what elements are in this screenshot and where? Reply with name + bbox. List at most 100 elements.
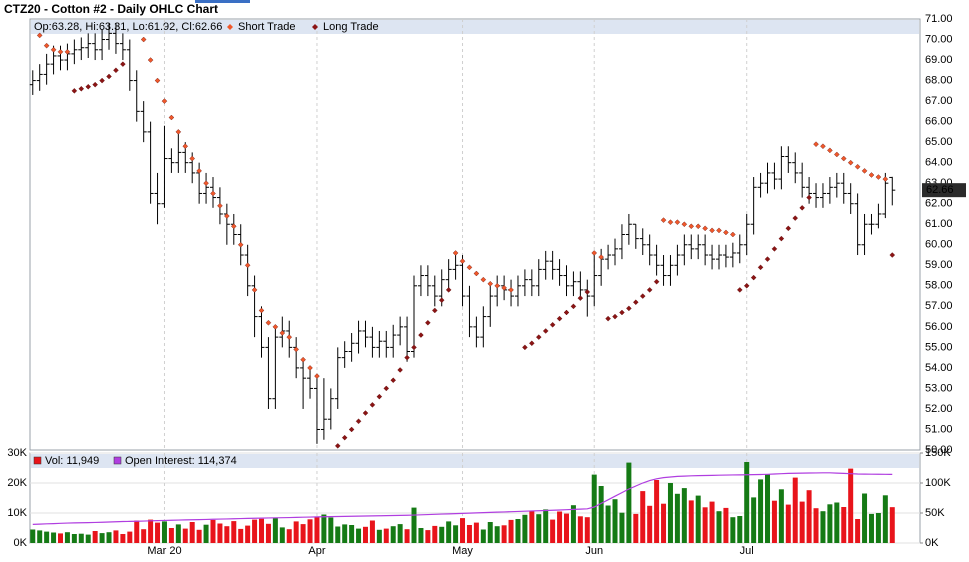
volume-bar	[806, 490, 812, 543]
trade-dot	[92, 81, 98, 88]
volume-bar	[584, 517, 590, 543]
trade-dot	[508, 287, 514, 293]
y-tick-label: 30K	[7, 447, 27, 459]
legend-label: Open Interest: 114,374	[125, 455, 237, 467]
volume-bar	[550, 519, 556, 543]
volume-bar	[314, 516, 320, 543]
y-tick-label: 71.00	[925, 13, 953, 25]
trade-dot	[175, 129, 182, 135]
chart-title: CTZ20 - Cotton #2 - Daily OHLC Chart	[4, 2, 218, 16]
volume-bar	[612, 499, 618, 543]
volume-bar	[827, 504, 833, 543]
volume-bar	[751, 497, 757, 543]
volume-bar	[626, 462, 632, 543]
volume-bar	[563, 513, 569, 543]
trade-dot	[889, 252, 896, 258]
trade-dot	[480, 276, 487, 283]
trade-dot	[113, 67, 119, 74]
volume-bar	[480, 529, 486, 543]
trade-dot	[265, 319, 272, 326]
ohlc-info: Op:63.28, Hi:63.31, Lo:61.92, Cl:62.66	[34, 21, 222, 33]
trade-dot	[348, 426, 355, 433]
volume-bar	[557, 511, 563, 543]
volume-bar	[217, 523, 223, 543]
trade-dot	[688, 223, 695, 230]
volume-bar	[383, 528, 389, 543]
trade-dot	[466, 264, 473, 271]
trade-dot	[203, 180, 209, 186]
trade-dot	[834, 151, 840, 158]
y2-tick-label: 50K	[925, 507, 945, 519]
volume-bar	[155, 522, 161, 543]
x-tick-label: May	[452, 545, 473, 557]
volume-bar	[834, 502, 840, 543]
volume-bar	[591, 474, 597, 543]
volume-bar	[196, 529, 202, 543]
trade-dot	[390, 377, 396, 384]
trade-dot	[840, 155, 847, 162]
trade-dot	[182, 143, 189, 150]
volume-bar	[487, 522, 493, 543]
trade-dot	[542, 328, 549, 334]
trade-dot	[445, 287, 452, 293]
trade-dot	[792, 215, 799, 221]
y-tick-label: 51.00	[925, 423, 953, 435]
trade-dot	[224, 213, 230, 219]
volume-bar	[141, 529, 147, 543]
volume-bar	[265, 523, 271, 543]
trade-dot	[868, 172, 875, 178]
volume-bar	[695, 495, 701, 543]
y-tick-label: 53.00	[925, 382, 953, 394]
volume-bar	[702, 507, 708, 543]
volume-bar	[376, 529, 382, 543]
trade-dot	[494, 283, 500, 289]
volume-bar	[619, 512, 625, 543]
trade-dot	[646, 287, 653, 293]
volume-header	[31, 454, 919, 468]
trade-dot	[563, 309, 570, 316]
legend-swatch	[227, 24, 233, 30]
trade-dot	[529, 340, 535, 347]
y-tick-label: 62.00	[925, 198, 953, 210]
trade-dot	[522, 344, 528, 351]
volume-bar	[300, 524, 306, 543]
volume-bar	[51, 532, 57, 543]
trade-dot	[882, 176, 889, 182]
volume-bar	[335, 526, 341, 543]
trade-dot	[667, 219, 674, 225]
volume-bar	[78, 533, 84, 543]
volume-bar	[245, 525, 251, 543]
volume-bar	[238, 528, 244, 543]
volume-bar	[508, 519, 514, 543]
trade-dot	[161, 98, 168, 104]
volume-bar	[501, 525, 507, 543]
volume-bar	[473, 522, 479, 543]
trade-dot	[750, 274, 757, 281]
volume-bar	[30, 529, 36, 543]
trade-dot	[639, 293, 646, 299]
trade-dot	[743, 283, 750, 289]
volume-bar	[723, 507, 729, 543]
volume-bar	[272, 518, 278, 543]
trade-dot	[806, 194, 812, 201]
trade-dot	[473, 270, 480, 277]
volume-bar	[577, 516, 583, 543]
volume-bar	[543, 509, 549, 543]
trade-dot	[210, 190, 216, 197]
volume-bar	[57, 533, 63, 543]
trade-dot	[577, 295, 584, 301]
volume-bar	[661, 503, 667, 543]
trade-dot	[432, 307, 438, 314]
volume-bar	[716, 511, 722, 543]
volume-bar	[453, 525, 459, 543]
volume-bar	[99, 533, 105, 543]
trade-dot	[847, 159, 854, 166]
trade-dot	[411, 344, 417, 351]
volume-bar	[771, 500, 777, 543]
volume-bar	[328, 517, 334, 543]
volume-bar	[175, 524, 181, 543]
y-tick-label: 58.00	[925, 280, 953, 292]
volume-bar	[640, 491, 646, 543]
volume-bar	[120, 534, 126, 543]
